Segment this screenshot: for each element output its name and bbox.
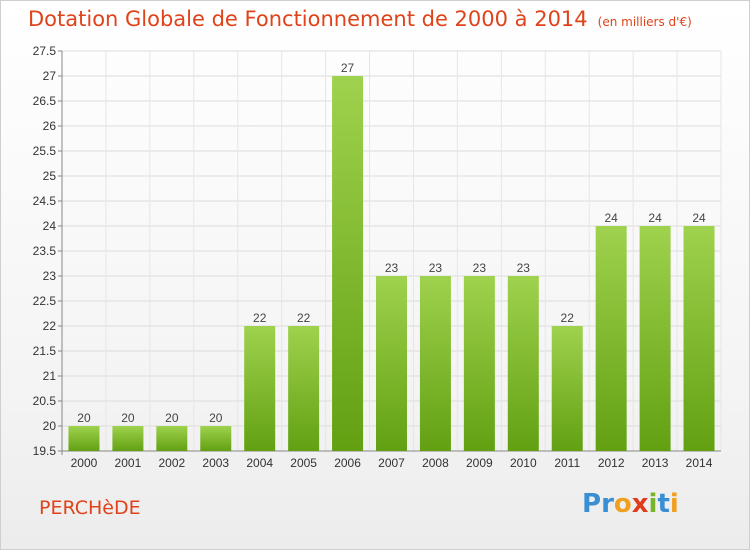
y-tick-label: 22 [43, 319, 57, 333]
y-tick-label: 25 [43, 169, 57, 183]
y-tick-label: 23.5 [33, 244, 57, 258]
bar [156, 426, 188, 451]
x-tick-label: 2011 [554, 456, 580, 470]
chart-title: Dotation Globale de Fonctionnement de 20… [28, 7, 692, 31]
x-tick-label: 2009 [466, 456, 493, 470]
y-tick-label: 22.5 [33, 294, 57, 308]
y-tick-label: 23 [43, 269, 57, 283]
bar-value-label: 20 [121, 411, 135, 425]
y-tick-label: 27 [43, 69, 57, 83]
bar-value-label: 20 [77, 411, 91, 425]
commune-name: PERCHèDE [39, 497, 141, 519]
bar-value-label: 24 [604, 211, 618, 225]
x-tick-label: 2000 [71, 456, 98, 470]
bar [332, 76, 364, 451]
bar-value-label: 22 [253, 311, 267, 325]
y-tick-label: 26 [43, 119, 57, 133]
bar-value-label: 24 [648, 211, 662, 225]
x-tick-label: 2002 [158, 456, 185, 470]
bar [551, 326, 583, 451]
y-tick-label: 19.5 [33, 444, 57, 458]
x-tick-label: 2005 [290, 456, 317, 470]
title-text: Dotation Globale de Fonctionnement de 20… [28, 7, 588, 31]
logo-letter: x [631, 489, 649, 519]
bar-value-label: 24 [692, 211, 706, 225]
bar [200, 426, 232, 451]
bar [639, 226, 671, 451]
bar [244, 326, 276, 451]
y-tick-label: 26.5 [33, 94, 57, 108]
x-tick-label: 2006 [334, 456, 361, 470]
bar [595, 226, 627, 451]
x-tick-label: 2004 [246, 456, 273, 470]
logo-letter: r [601, 489, 614, 519]
bars [68, 76, 715, 451]
bar-value-label: 22 [561, 311, 575, 325]
bar [463, 276, 495, 451]
x-tick-label: 2003 [202, 456, 229, 470]
x-tick-label: 2008 [422, 456, 449, 470]
bar-value-label: 20 [209, 411, 223, 425]
labels: 19.5 20 20.5 21 21.5 22 22.5 23 23.5 24 24.5 25 25.5… [33, 44, 713, 470]
y-tick-label: 27.5 [33, 44, 57, 58]
x-tick-label: 2007 [378, 456, 405, 470]
logo-letter: i [648, 489, 658, 519]
y-tick-label: 21 [43, 369, 57, 383]
y-tick-label: 24.5 [33, 194, 57, 208]
bar [288, 326, 320, 451]
logo-letter: P [582, 489, 602, 519]
bar [683, 226, 715, 451]
bar [419, 276, 451, 451]
bar-value-label: 23 [385, 261, 399, 275]
logo-letter: i [669, 489, 679, 519]
y-tick-label: 20.5 [33, 394, 57, 408]
bar-value-label: 22 [297, 311, 311, 325]
bar-value-label: 23 [517, 261, 531, 275]
bar [376, 276, 407, 451]
y-tick-label: 25.5 [33, 144, 57, 158]
bar-value-label: 20 [165, 411, 179, 425]
y-tick-label: 20 [43, 419, 57, 433]
x-tick-label: 2001 [115, 456, 142, 470]
logo-letter: o [613, 489, 632, 519]
x-tick-label: 2014 [686, 456, 713, 470]
x-tick-label: 2012 [598, 456, 625, 470]
x-tick-label: 2013 [642, 456, 669, 470]
bar-value-label: 27 [341, 61, 355, 75]
logo-letter: t [657, 489, 670, 519]
chart-subtitle: (en milliers d'€) [597, 15, 692, 29]
bar-value-label: 23 [429, 261, 443, 275]
bar [507, 276, 539, 451]
bar-value-label: 23 [473, 261, 487, 275]
x-tick-label: 2010 [510, 456, 537, 470]
y-tick-label: 21.5 [33, 344, 57, 358]
y-tick-label: 24 [43, 219, 57, 233]
bar [68, 426, 100, 451]
proxiti-logo: Proxiti [582, 489, 679, 519]
bar [112, 426, 144, 451]
